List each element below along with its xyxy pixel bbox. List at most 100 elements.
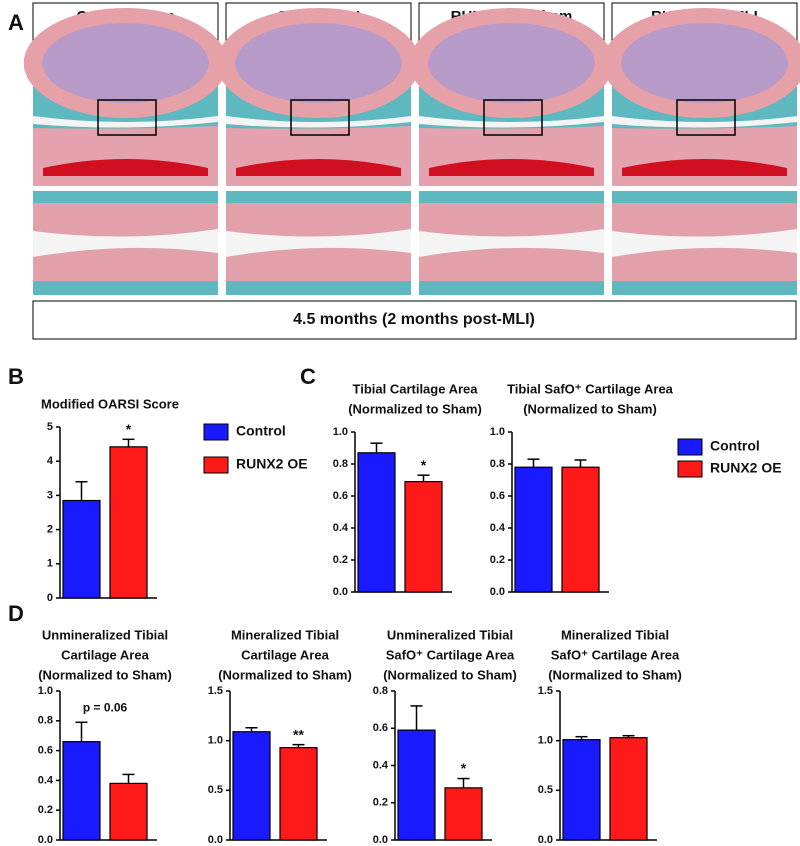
cleft <box>612 116 797 128</box>
bar <box>279 747 318 841</box>
y-tick-label: 0.0 <box>538 834 553 846</box>
y-tick-label: 2 <box>47 524 53 536</box>
inset-box <box>97 99 157 136</box>
significance: * <box>421 457 427 473</box>
chart-title: Mineralized Tibial <box>231 627 339 642</box>
bar <box>109 782 148 841</box>
bar <box>232 731 271 841</box>
tissue <box>612 281 797 295</box>
chart-title: SafO⁺ Cartilage Area <box>551 647 680 662</box>
bar <box>62 741 101 841</box>
chart-title: Modified OARSI Score <box>41 396 179 411</box>
y-tick-label: 0.5 <box>538 784 553 796</box>
y-tick-label: 1.0 <box>538 735 553 747</box>
chart-title: (Normalized to Sham) <box>383 667 517 682</box>
significance: * <box>126 421 132 437</box>
y-tick-label: 0.0 <box>38 834 53 846</box>
tissue <box>226 281 411 295</box>
y-tick-label: 0.2 <box>373 797 388 809</box>
significance: * <box>461 760 467 776</box>
bar <box>109 446 148 599</box>
y-tick-label: 0.0 <box>333 586 348 598</box>
y-tick-label: 0.4 <box>373 759 389 771</box>
bar <box>561 466 600 593</box>
bar <box>397 729 436 841</box>
y-tick-label: 4 <box>47 455 54 467</box>
tissue <box>419 281 604 295</box>
tissue <box>622 159 787 176</box>
panel-label: C <box>300 364 316 389</box>
panel-label: D <box>8 601 24 626</box>
tissue <box>429 159 594 176</box>
y-tick-label: 0.8 <box>38 715 53 727</box>
cleft <box>226 116 411 128</box>
chart-title: SafO⁺ Cartilage Area <box>386 647 515 662</box>
y-tick-label: 0.0 <box>490 586 505 598</box>
y-tick-label: 0.4 <box>333 522 349 534</box>
bar <box>404 481 443 593</box>
y-tick-label: 1.5 <box>538 685 553 697</box>
tissue <box>621 23 788 103</box>
y-tick-label: 0.4 <box>38 774 54 786</box>
chart-title: (Normalized to Sham) <box>218 667 352 682</box>
y-tick-label: 0 <box>47 592 53 604</box>
chart-title: Mineralized Tibial <box>561 627 669 642</box>
y-tick-label: 0.2 <box>333 554 348 566</box>
chart-title: (Normalized to Sham) <box>38 667 172 682</box>
footer-text: 4.5 months (2 months post-MLI) <box>293 311 535 328</box>
tissue <box>612 191 797 203</box>
y-tick-label: 0.8 <box>490 458 505 470</box>
chart-title: Unmineralized Tibial <box>42 627 168 642</box>
cleft <box>226 229 411 257</box>
inset-box <box>676 99 736 136</box>
y-tick-label: 0.5 <box>208 784 223 796</box>
y-tick-label: 0.4 <box>490 522 506 534</box>
bar <box>357 452 396 593</box>
y-tick-label: 0.6 <box>490 490 505 502</box>
y-tick-label: 1 <box>47 558 53 570</box>
y-tick-label: 0.6 <box>373 722 388 734</box>
inset-box <box>483 99 543 136</box>
legend-label: RUNX2 OE <box>710 460 782 476</box>
y-tick-label: 1.0 <box>490 426 505 438</box>
y-tick-label: 0.6 <box>38 745 53 757</box>
cleft <box>419 229 604 257</box>
cleft <box>33 229 218 257</box>
chart-title: Cartilage Area <box>61 647 149 662</box>
footer-box <box>32 300 797 340</box>
chart-title: Tibial SafO⁺ Cartilage Area <box>507 381 674 396</box>
cleft <box>612 229 797 257</box>
y-tick-label: 1.0 <box>333 426 348 438</box>
bar <box>562 739 601 841</box>
tissue <box>236 159 401 176</box>
tissue <box>419 191 604 203</box>
chart-title: (Normalized to Sham) <box>348 401 482 416</box>
chart-title: Tibial Cartilage Area <box>353 381 479 396</box>
legend-label: Control <box>236 423 286 439</box>
y-tick-label: 1.0 <box>208 735 223 747</box>
y-tick-label: 1.5 <box>208 685 223 697</box>
annotation: p = 0.06 <box>83 700 128 714</box>
y-tick-label: 0.0 <box>208 834 223 846</box>
legend-swatch <box>677 438 703 456</box>
bar <box>609 737 648 841</box>
legend-label: Control <box>710 438 760 454</box>
y-tick-label: 0.6 <box>333 490 348 502</box>
bar <box>62 499 101 599</box>
chart-title: Unmineralized Tibial <box>387 627 513 642</box>
tissue <box>42 23 209 103</box>
panel-label: B <box>8 364 24 389</box>
legend-label: RUNX2 OE <box>236 456 308 472</box>
cleft <box>33 116 218 128</box>
y-tick-label: 3 <box>47 489 53 501</box>
tissue <box>235 23 402 103</box>
chart-title: Cartilage Area <box>241 647 329 662</box>
significance: ** <box>293 726 304 742</box>
bar <box>444 787 483 841</box>
y-tick-label: 0.0 <box>373 834 388 846</box>
legend-swatch <box>203 423 229 441</box>
y-tick-label: 0.2 <box>38 804 53 816</box>
tissue <box>33 281 218 295</box>
legend-swatch <box>203 456 229 474</box>
